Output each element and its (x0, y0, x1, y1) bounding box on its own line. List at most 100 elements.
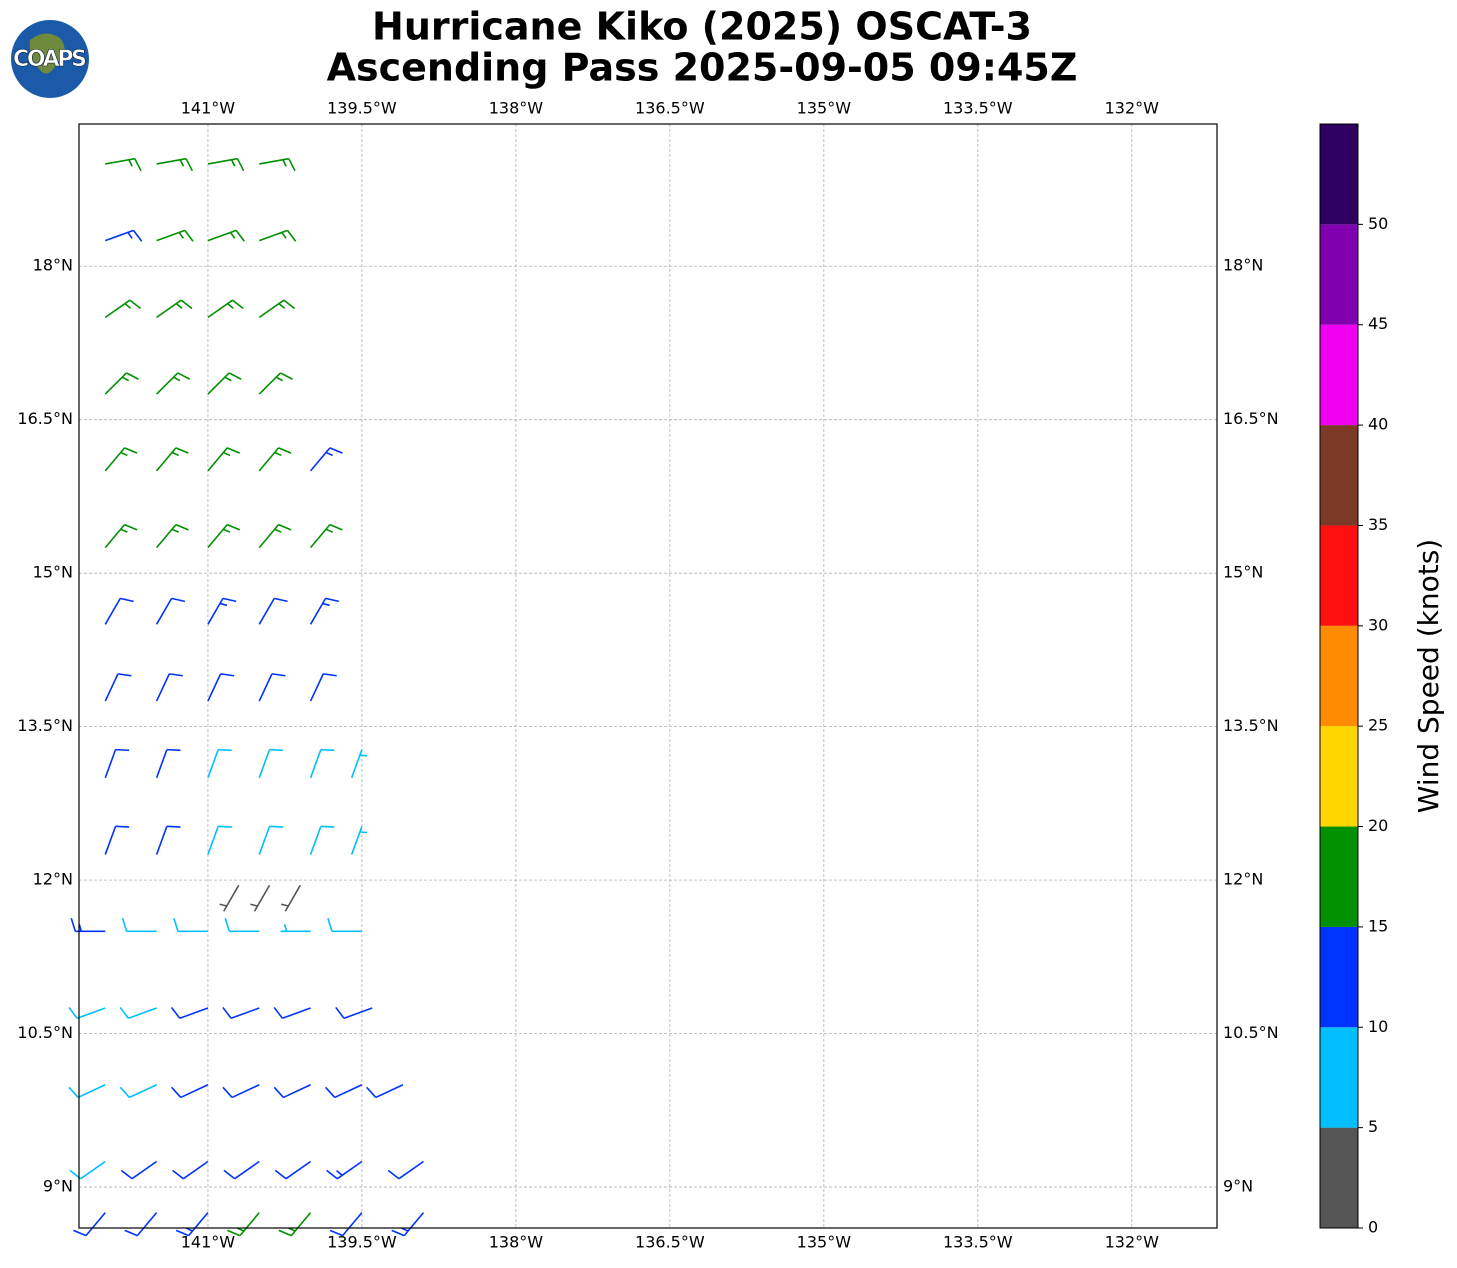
y-tick-label: 15°N (33, 563, 73, 582)
wind-barb (258, 825, 284, 855)
x-tick-label: 132°W (1105, 99, 1160, 118)
wind-barb (258, 597, 288, 625)
colorbar-band (1320, 224, 1358, 325)
wind-barb (274, 1160, 312, 1180)
wind-barb (172, 1160, 209, 1180)
wind-barb (219, 884, 240, 912)
wind-barb (366, 1084, 404, 1099)
x-tick-label: 136.5°W (635, 99, 705, 118)
wind-barb (156, 372, 191, 395)
colorbar-band (1320, 1027, 1358, 1128)
wind-barb (105, 157, 142, 172)
wind-barb (155, 447, 189, 472)
colorbar-tick-label: 40 (1368, 415, 1388, 434)
wind-barb (223, 1160, 260, 1180)
wind-barb (70, 918, 106, 933)
y-tick-label: 13.5°N (17, 716, 73, 735)
x-tick-label: 141°W (181, 99, 236, 118)
tick-labels: 141°W 141°W 139.5°W 139.5°W 138°W 138°W 136.5°… (17, 99, 1278, 1252)
colorbar-tick-label: 45 (1368, 314, 1388, 333)
wind-barb (104, 597, 134, 625)
y-tick-label: 13.5°N (1223, 716, 1279, 735)
wind-barb (124, 1212, 158, 1237)
wind-barb (280, 924, 311, 933)
wind-barb (155, 597, 186, 625)
x-tick-label: 135°W (797, 1233, 852, 1252)
wind-barb (104, 372, 139, 395)
wind-barb (170, 1006, 209, 1020)
barbs (68, 157, 425, 1237)
wind-barb (155, 825, 181, 855)
wind-barb (309, 523, 343, 549)
wind-barb (155, 523, 189, 549)
x-tick-label: 141°W (181, 1233, 236, 1252)
x-tick-label: 132°W (1105, 1233, 1160, 1252)
wind-barb (207, 597, 237, 625)
wind-barb (224, 918, 260, 933)
wind-barb (120, 1160, 158, 1180)
wind-barb (259, 157, 296, 172)
wind-barb (207, 229, 245, 242)
wind-barb (327, 918, 362, 933)
wind-barb (258, 748, 284, 779)
y-tick-label: 9°N (43, 1177, 73, 1196)
wind-barb (335, 1006, 373, 1020)
x-tick-label: 135°W (797, 99, 852, 118)
logo: COAPS (11, 20, 89, 98)
wind-barb (155, 673, 183, 702)
wind-barb (273, 1084, 311, 1099)
colorbar-tick-label: 20 (1368, 816, 1388, 835)
wind-barb (309, 447, 343, 472)
wind-barb (104, 299, 142, 319)
wind-barb (207, 372, 242, 395)
wind-barb (69, 1160, 106, 1180)
wind-barb (258, 673, 286, 702)
colorbar-label: Wind Speed (knots) (1412, 539, 1445, 813)
wind-barb (258, 372, 293, 395)
wind-barb (387, 1160, 424, 1180)
wind-barb (156, 299, 193, 319)
logo-text: COAPS (13, 47, 87, 72)
wind-barb (104, 673, 132, 702)
x-tick-label: 139.5°W (327, 99, 397, 118)
wind-barb (329, 1212, 363, 1237)
wind-barb (309, 748, 335, 779)
y-tick-label: 10.5°N (17, 1023, 73, 1042)
wind-barb (350, 826, 368, 855)
wind-barb (258, 229, 297, 242)
x-tick-label: 133.5°W (943, 1233, 1013, 1252)
wind-barb (105, 229, 143, 242)
wind-barb (207, 447, 241, 472)
colorbar-band (1320, 826, 1358, 927)
colorbar-band (1320, 425, 1358, 526)
wind-barb (250, 884, 271, 912)
map-frame (78, 123, 1218, 1229)
colorbar-tick-label: 5 (1368, 1117, 1378, 1136)
colorbar-band (1320, 1127, 1358, 1228)
wind-barb (173, 918, 208, 933)
chart-title: Hurricane Kiko (2025) OSCAT-3 (372, 5, 1032, 49)
wind-barb (156, 157, 194, 172)
colorbar-band (1320, 926, 1358, 1028)
y-tick-label: 15°N (1223, 563, 1263, 582)
wind-barb (258, 447, 292, 472)
chart-subtitle: Ascending Pass 2025-09-05 09:45Z (327, 46, 1078, 90)
wind-barb (156, 229, 194, 242)
wind-barb (119, 1006, 157, 1020)
wind-barb (207, 157, 245, 172)
wind-barb (104, 748, 130, 779)
wind-barb (155, 748, 181, 779)
colorbar-tick-label: 30 (1368, 615, 1388, 634)
y-tick-label: 12°N (33, 870, 73, 889)
wind-barb (350, 749, 368, 779)
y-tick-label: 16.5°N (17, 409, 73, 428)
colorbar-band (1320, 625, 1358, 727)
y-tick-label: 9°N (1223, 1177, 1253, 1196)
wind-barb (73, 1212, 106, 1237)
y-tick-label: 16.5°N (1223, 409, 1279, 428)
wind-barb (171, 1084, 209, 1099)
wind-barb (309, 673, 337, 702)
wind-barb (121, 918, 157, 933)
x-tick-label: 138°W (489, 99, 544, 118)
